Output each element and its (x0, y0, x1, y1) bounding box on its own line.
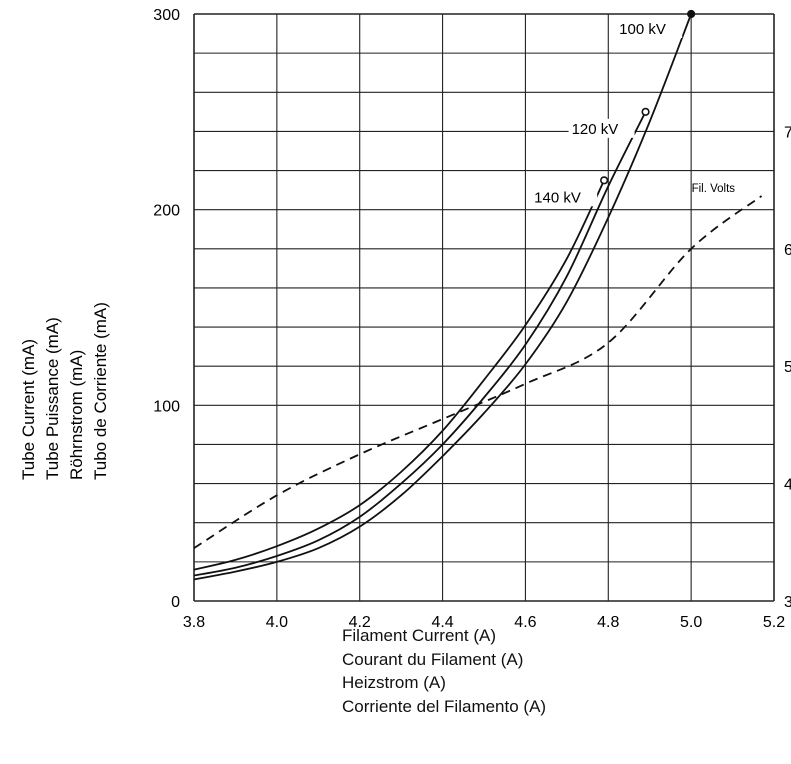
right-tick-label: 3 (784, 594, 791, 611)
right-tick-label: 4 (784, 477, 791, 494)
y-tick-label: 300 (153, 7, 180, 24)
series-label: Fil. Volts (692, 183, 736, 195)
series-label: 100 kV (619, 21, 666, 38)
x-axis-label-line-4: Corriente del Filamento (A) (342, 696, 547, 716)
series-end-marker (641, 107, 650, 116)
series-line-100-kv (193, 13, 692, 581)
grid (193, 13, 775, 602)
series-label-background (568, 118, 635, 138)
x-axis-label: Filament Current (A) Courant du Filament… (342, 624, 546, 718)
right-tick-label: 5 (784, 359, 791, 376)
x-tick-label: 3.8 (183, 614, 205, 631)
right-tick-label: 6 (784, 242, 791, 259)
x-tick-label: 4.4 (431, 614, 453, 631)
x-axis-label-line-1: Filament Current (A) (342, 626, 496, 645)
x-tick-label: 5.0 (680, 614, 702, 631)
x-tick-label: 4.6 (514, 614, 536, 631)
x-tick-label: 4.0 (266, 614, 288, 631)
series-label-background (616, 19, 683, 38)
right-tick-label: 7 (784, 124, 791, 141)
x-axis-label-line-2: Courant du Filament (A) (342, 649, 524, 669)
series-end-marker (600, 176, 609, 185)
series-label: 140 kV (534, 189, 581, 206)
x-tick-label: 5.2 (763, 614, 785, 631)
x-tick-label: 4.2 (349, 614, 371, 631)
x-tick-label: 4.8 (597, 614, 619, 631)
y-tick-label: 100 (153, 398, 180, 415)
y-tick-label: 0 (171, 594, 180, 611)
series-line-140-kv (193, 179, 605, 571)
tick-labels: 3.8 4.0 4.2 4.4 4.6 4.8 5.0 5.2 0 100 200 300 3 4 5 6 7 (153, 7, 791, 631)
y-tick-label: 200 (153, 203, 180, 220)
series-label: 120 kV (572, 121, 619, 138)
series-layer: 100 kV 120 kV 140 kV Fil. Volts (193, 9, 763, 581)
x-axis-label-line-3: Heizstrom (A) (342, 673, 446, 692)
series-line-120-kv (193, 111, 647, 577)
series-label-background (531, 187, 598, 207)
series-line-fil-volts (193, 195, 763, 549)
series-end-marker (687, 9, 696, 19)
